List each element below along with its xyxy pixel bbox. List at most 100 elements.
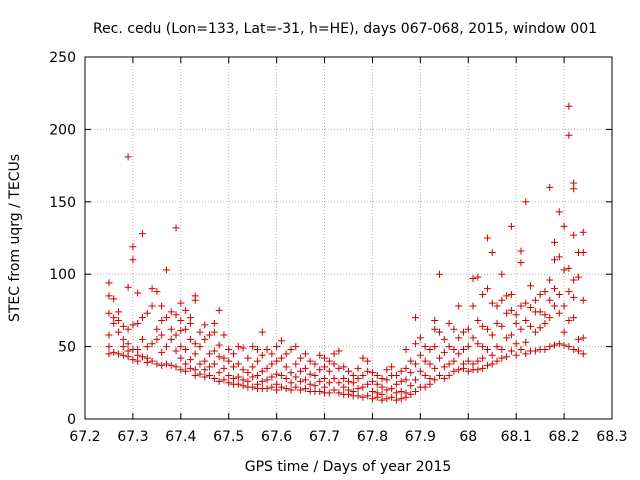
data-point-plus — [186, 335, 194, 343]
data-point-plus — [570, 231, 578, 239]
data-point-plus — [407, 357, 415, 365]
data-point-plus — [426, 345, 434, 353]
data-point-plus — [191, 340, 199, 348]
data-point-plus — [507, 222, 515, 230]
data-point-plus — [546, 276, 554, 284]
data-point-plus — [263, 385, 271, 393]
data-point-plus — [541, 311, 549, 319]
data-point-plus — [565, 131, 573, 139]
data-point-plus — [493, 302, 501, 310]
data-point-plus — [273, 386, 281, 394]
x-tick-label: 67.4 — [165, 429, 196, 445]
data-point-plus — [517, 345, 525, 353]
data-point-plus — [167, 325, 175, 333]
data-point-plus — [436, 270, 444, 278]
data-point-plus — [258, 328, 266, 336]
data-point-plus — [345, 367, 352, 375]
data-point-plus — [474, 273, 482, 281]
data-point-plus — [138, 353, 146, 361]
data-point-plus — [263, 345, 271, 353]
data-point-plus — [110, 319, 118, 327]
data-point-plus — [148, 357, 156, 365]
data-point-plus — [412, 387, 420, 395]
data-point-plus — [426, 360, 434, 368]
data-point-plus — [330, 360, 338, 368]
data-point-plus — [215, 369, 223, 377]
data-point-plus — [402, 376, 410, 384]
data-point-plus — [253, 345, 261, 353]
data-point-plus — [345, 377, 352, 385]
data-point-plus — [316, 351, 324, 359]
data-point-plus — [459, 364, 467, 372]
data-point-plus — [483, 325, 491, 333]
data-point-plus — [167, 361, 175, 369]
data-point-plus — [483, 234, 491, 242]
data-point-plus — [455, 366, 463, 374]
data-point-plus — [172, 363, 180, 371]
data-point-plus — [455, 334, 463, 342]
data-point-plus — [210, 319, 218, 327]
data-point-plus — [531, 347, 539, 355]
y-tick-label: 200 — [49, 122, 76, 138]
data-point-plus — [522, 198, 530, 206]
data-point-plus — [325, 389, 333, 397]
data-point-plus — [536, 308, 544, 316]
data-point-plus — [191, 350, 199, 358]
data-point-plus — [388, 363, 396, 371]
data-point-plus — [158, 331, 166, 339]
data-point-plus — [306, 357, 314, 365]
plot-frame — [84, 56, 613, 420]
data-point-plus — [268, 373, 276, 381]
data-point-plus — [364, 367, 372, 375]
data-point-plus — [373, 393, 381, 401]
data-point-plus — [253, 372, 261, 380]
data-point-plus — [225, 379, 233, 387]
data-point-plus — [392, 380, 400, 388]
data-point-plus — [268, 360, 276, 368]
data-point-plus — [574, 335, 582, 343]
data-point-plus — [206, 331, 214, 339]
data-point-plus — [196, 360, 204, 368]
data-point-plus — [301, 385, 309, 393]
data-point-plus — [574, 273, 582, 281]
data-point-plus — [210, 374, 218, 382]
data-point-plus — [239, 344, 247, 352]
data-point-plus — [459, 328, 467, 336]
data-point-plus — [316, 387, 324, 395]
data-point-plus — [378, 374, 386, 382]
data-point-plus — [445, 360, 453, 368]
data-point-plus — [440, 363, 448, 371]
data-point-plus — [551, 302, 559, 310]
data-point-plus — [249, 363, 257, 371]
data-point-plus — [340, 374, 348, 382]
data-point-plus — [186, 364, 194, 372]
data-point-plus — [297, 377, 305, 385]
y-axis-label: STEC from uqrg / TECUs — [7, 154, 23, 322]
data-point-plus — [359, 372, 367, 380]
data-point-plus — [436, 372, 444, 380]
data-point-plus — [421, 383, 429, 391]
data-point-plus — [196, 343, 204, 351]
data-point-plus — [397, 377, 405, 385]
data-point-plus — [517, 325, 525, 333]
data-point-plus — [546, 343, 554, 351]
data-point-plus — [162, 360, 170, 368]
data-point-plus — [483, 345, 491, 353]
x-tick-label: 67.9 — [405, 429, 436, 445]
data-point-plus — [483, 361, 491, 369]
data-point-plus — [297, 386, 305, 394]
data-point-plus — [383, 386, 391, 394]
data-point-plus — [335, 379, 343, 387]
data-point-plus — [431, 364, 439, 372]
data-point-plus — [162, 343, 170, 351]
data-point-plus — [330, 374, 338, 382]
data-point-plus — [412, 360, 420, 368]
data-point-plus — [565, 343, 573, 351]
data-point-plus — [354, 392, 362, 400]
data-point-plus — [421, 357, 429, 365]
data-point-plus — [579, 334, 587, 342]
data-point-plus — [287, 386, 295, 394]
data-point-plus — [153, 335, 161, 343]
data-point-plus — [450, 345, 458, 353]
x-axis-ticks: 67.2 67.3 67.4 67.5 67.6 67.7 67.8 67.9 68 68.1 68… — [69, 57, 628, 445]
